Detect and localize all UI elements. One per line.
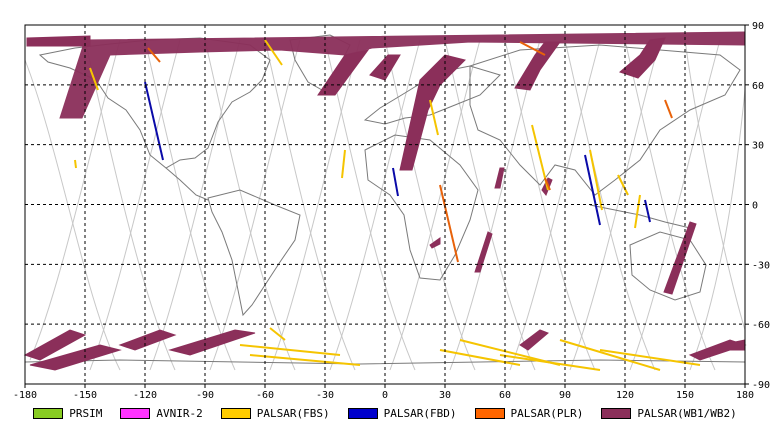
legend-label-palsar-fbd: PALSAR(FBD) bbox=[383, 406, 457, 420]
x-tick-label: -120 bbox=[133, 390, 157, 400]
legend-item-palsar-plr: PALSAR(PLR) bbox=[474, 406, 584, 420]
x-tick-label: 60 bbox=[499, 390, 511, 400]
graticule-grid bbox=[25, 25, 745, 384]
indonesia-outline bbox=[589, 204, 691, 229]
legend-swatch-palsar-fbd bbox=[347, 407, 378, 419]
legend-label-palsar-fbs: PALSAR(FBS) bbox=[256, 406, 330, 420]
legend-label-palsar-wb: PALSAR(WB1/WB2) bbox=[637, 406, 737, 420]
x-tick-label: 150 bbox=[676, 390, 694, 400]
x-tick-label: 30 bbox=[439, 390, 451, 400]
legend: PRSIM AVNIR-2 PALSAR(FBS) PALSAR(FBD) PA… bbox=[0, 400, 770, 426]
x-tick-label: -30 bbox=[316, 390, 334, 400]
legend-label-palsar-plr: PALSAR(PLR) bbox=[510, 406, 584, 420]
legend-swatch-palsar-fbs bbox=[220, 407, 251, 419]
legend-swatch-prsim bbox=[33, 407, 64, 419]
y-tick-label: -60 bbox=[752, 320, 770, 331]
legend-item-avnir2: AVNIR-2 bbox=[120, 406, 203, 420]
legend-item-palsar-wb: PALSAR(WB1/WB2) bbox=[601, 406, 737, 420]
palsar-fbs-swaths bbox=[74, 39, 701, 371]
legend-item-prsim: PRSIM bbox=[33, 407, 102, 420]
world-coverage-map: -180 -150 -120 -90 -60 -30 0 30 60 90 120 150 180 90 6… bbox=[13, 21, 770, 400]
x-tick-label: 120 bbox=[616, 390, 634, 400]
legend-item-palsar-fbd: PALSAR(FBD) bbox=[347, 406, 457, 420]
legend-swatch-palsar-wb bbox=[601, 407, 632, 419]
x-tick-label: 180 bbox=[736, 390, 754, 400]
x-tick-label: -90 bbox=[196, 390, 214, 400]
x-tick-label: -180 bbox=[13, 390, 37, 400]
y-tick-label: 60 bbox=[752, 81, 764, 92]
south-america-outline bbox=[207, 189, 301, 317]
legend-item-palsar-fbs: PALSAR(FBS) bbox=[220, 406, 330, 420]
x-tick-label: -60 bbox=[256, 390, 274, 400]
europe-outline bbox=[363, 65, 501, 125]
central-america-outline bbox=[165, 167, 209, 201]
y-tick-label: -90 bbox=[752, 380, 770, 391]
y-tick-label: 0 bbox=[752, 201, 758, 212]
legend-label-avnir2: AVNIR-2 bbox=[156, 406, 203, 420]
palsar-plr-swaths bbox=[147, 41, 673, 263]
y-tick-label: -30 bbox=[752, 260, 770, 271]
legend-label-prsim: PRSIM bbox=[69, 406, 103, 420]
axis-ticks: -180 -150 -120 -90 -60 -30 0 30 60 90 120 150 180 90 6… bbox=[13, 21, 770, 400]
x-tick-label: -150 bbox=[73, 390, 97, 400]
y-tick-label: 30 bbox=[752, 141, 764, 152]
x-tick-label: 0 bbox=[382, 390, 388, 400]
asia-outline bbox=[469, 44, 741, 196]
australia-outline bbox=[629, 231, 707, 301]
x-tick-label: 90 bbox=[559, 390, 571, 400]
y-tick-label: 90 bbox=[752, 21, 764, 32]
orbit-tracks bbox=[24, 39, 746, 371]
legend-swatch-avnir2 bbox=[120, 407, 151, 419]
legend-swatch-palsar-plr bbox=[474, 407, 505, 419]
palsar-fbd-swaths bbox=[144, 81, 651, 226]
